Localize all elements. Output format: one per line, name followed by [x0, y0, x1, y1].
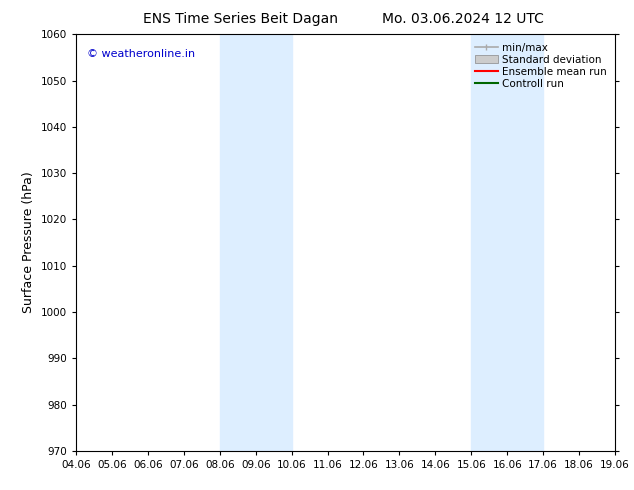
Text: © weatheronline.in: © weatheronline.in	[87, 49, 195, 59]
Bar	[220, 34, 292, 451]
Legend: min/max, Standard deviation, Ensemble mean run, Controll run: min/max, Standard deviation, Ensemble me…	[470, 39, 611, 93]
Text: Mo. 03.06.2024 12 UTC: Mo. 03.06.2024 12 UTC	[382, 12, 544, 26]
Bar	[471, 34, 543, 451]
Text: ENS Time Series Beit Dagan: ENS Time Series Beit Dagan	[143, 12, 339, 26]
Y-axis label: Surface Pressure (hPa): Surface Pressure (hPa)	[22, 172, 36, 314]
